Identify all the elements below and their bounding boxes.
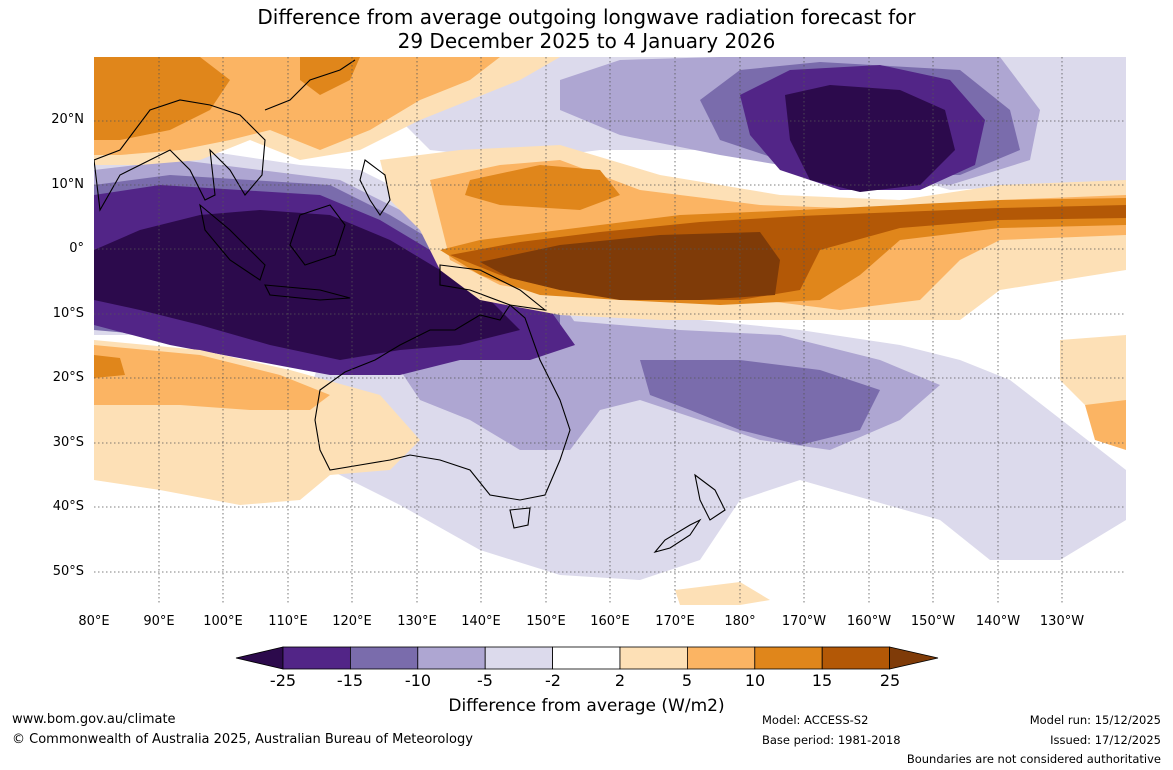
- model-name: Model: ACCESS-S2: [762, 713, 869, 727]
- lon-label-140e: 140°E: [461, 614, 501, 629]
- lon-label-180: 180°: [724, 614, 756, 629]
- lon-label-90e: 90°E: [143, 614, 175, 629]
- colorbar-tick-label: 15: [811, 671, 833, 690]
- lat-label-30s: 30°S: [52, 435, 84, 450]
- lat-label-10n: 10°N: [51, 177, 84, 192]
- coastlines: [94, 59, 726, 553]
- colorbar-tick-label: -15: [336, 671, 364, 690]
- lon-label-170e: 170°E: [655, 614, 695, 629]
- anomaly-region-orange-east-pacific: [1085, 400, 1126, 450]
- anomaly-region-light-orange-south-pacific-patch: [675, 582, 770, 605]
- sumatra-coastline: [199, 203, 266, 281]
- colorbar-title: Difference from average (W/m2): [448, 696, 725, 716]
- model-run-date: Model run: 15/12/2025: [1029, 713, 1161, 727]
- copyright-text: © Commonwealth of Australia 2025, Austra…: [12, 732, 473, 747]
- lon-label-110e: 110°E: [268, 614, 308, 629]
- anomaly-region-medium-purple-south-pacific: [640, 360, 880, 445]
- anomaly-region-dark-orange-asia: [94, 57, 230, 140]
- anomaly-region-dark-orange-south-indian: [94, 355, 125, 378]
- colorbar-tick-label: 25: [879, 671, 901, 690]
- base-period: Base period: 1981-2018: [762, 733, 901, 747]
- lat-label-0: 0°: [69, 241, 84, 256]
- lon-label-100e: 100°E: [203, 614, 243, 629]
- borneo-coastline: [289, 204, 346, 266]
- java-coastline: [264, 284, 351, 301]
- asia-mainland-coastline: [94, 59, 356, 212]
- anomaly-region-darkest-purple-north-pacific: [785, 85, 955, 192]
- colorbar-tick-label: -25: [269, 671, 297, 690]
- graticule: [94, 57, 1126, 605]
- australia-coastline: [314, 304, 571, 501]
- lon-label-130w: 130°W: [1039, 614, 1085, 629]
- lon-label-140w: 140°W: [975, 614, 1021, 629]
- colorbar-tick-label: -10: [404, 671, 432, 690]
- lon-label-130e: 130°E: [397, 614, 437, 629]
- website-link[interactable]: www.bom.gov.au/climate: [12, 712, 176, 727]
- colorbar-tick-label: 5: [681, 671, 693, 690]
- map-title-line-1: Difference from average outgoing longwav…: [257, 5, 916, 29]
- colorbar-tick-label: 10: [744, 671, 766, 690]
- boundaries-disclaimer: Boundaries are not considered authoritat…: [906, 752, 1161, 766]
- new-guinea-coastline: [439, 264, 547, 311]
- new-zealand-south-coastline: [653, 518, 702, 553]
- lat-label-40s: 40°S: [52, 499, 84, 514]
- issued-date: Issued: 17/12/2025: [1050, 733, 1161, 747]
- colorbar-tick-label: -5: [477, 671, 493, 690]
- anomaly-region-orange-south-indian: [94, 345, 330, 410]
- anomaly-region-darkest-purple-maritime: [94, 210, 520, 360]
- lon-label-160e: 160°E: [590, 614, 630, 629]
- lon-label-120e: 120°E: [332, 614, 372, 629]
- anomaly-region-dark-orange-north-band: [465, 165, 620, 210]
- lat-label-50s: 50°S: [52, 564, 84, 579]
- lat-label-20n: 20°N: [51, 112, 84, 127]
- lon-label-150e: 150°E: [526, 614, 566, 629]
- colorbar-tick-label: -2: [545, 671, 561, 690]
- map-title-line-2: 29 December 2025 to 4 January 2026: [397, 29, 776, 53]
- anomaly-region-light-orange-east-pacific: [1060, 335, 1126, 420]
- new-zealand-north-coastline: [694, 473, 726, 521]
- lat-label-20s: 20°S: [52, 370, 84, 385]
- lat-label-10s: 10°S: [52, 306, 84, 321]
- lon-label-80e: 80°E: [78, 614, 110, 629]
- tasmania-coastline: [509, 507, 531, 529]
- lon-label-170w: 170°W: [781, 614, 827, 629]
- lon-label-150w: 150°W: [910, 614, 956, 629]
- lon-label-160w: 160°W: [846, 614, 892, 629]
- colorbar-tick-label: 2: [614, 671, 626, 690]
- philippines-coastline: [359, 159, 391, 216]
